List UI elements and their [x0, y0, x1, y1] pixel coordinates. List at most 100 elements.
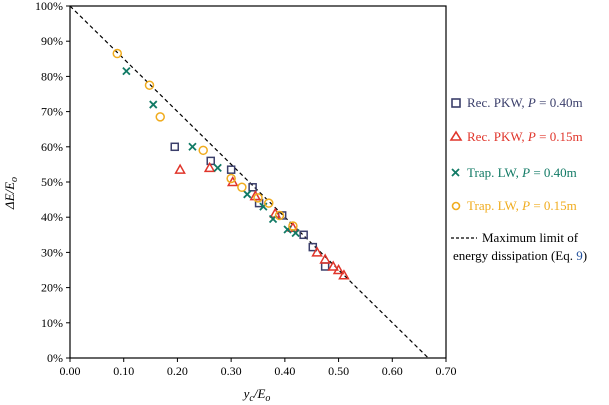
data-point-circle: [226, 173, 236, 184]
data-point-x-stroke: [243, 190, 252, 199]
data-point-x-stroke: [259, 202, 268, 211]
data-point-triangle: [327, 260, 339, 271]
y-tick-label: 0%: [47, 351, 63, 365]
max-limit-line: [69, 5, 429, 359]
data-point-x: [283, 225, 292, 234]
legend-label-post: = 0.15m: [536, 129, 583, 144]
plot-area: [69, 5, 429, 359]
legend-label-post: = 0.40m: [530, 165, 577, 180]
data-point-square: [320, 262, 330, 271]
legend-label: Rec. PKW, P = 0.40m: [467, 95, 583, 110]
data-point-circle: [144, 80, 155, 90]
legend-item-rec-pkw-040: Rec. PKW, P = 0.40m: [451, 95, 583, 110]
legend-label-line2-post: ): [583, 248, 587, 263]
x-tick-label: 0.00: [60, 364, 81, 378]
x-tick-label: 0.30: [221, 364, 242, 378]
legend-label-var: P: [527, 95, 536, 110]
x-tick-label: 0.20: [167, 364, 188, 378]
data-point-square: [170, 142, 179, 152]
data-point-circle: [237, 182, 247, 193]
x-tick-label: 0.60: [382, 364, 403, 378]
y-tick-label: 60%: [41, 140, 63, 154]
data-point-x: [243, 190, 252, 199]
legend-label-pre: Rec. PKW,: [467, 95, 528, 110]
legend-label-var: P: [527, 129, 536, 144]
data-point-x: [122, 66, 131, 76]
legend-label-var: P: [521, 198, 530, 213]
data-point-triangle: [338, 269, 350, 280]
data-point-x-stroke: [291, 228, 300, 238]
legend-marker-x: [451, 168, 460, 177]
axes: 0.00 0.10 0.20 0.30 0.40 0.50 0.60 0.70 0% 10% 20%…: [35, 0, 457, 378]
x-tick-label: 0.50: [328, 364, 349, 378]
data-point-circle: [112, 48, 123, 59]
y-tick-label: 70%: [41, 105, 63, 119]
data-point-x-stroke: [122, 66, 131, 76]
legend-label-pre: Rec. PKW,: [467, 129, 528, 144]
x-axis-title-sub2: o: [265, 393, 270, 404]
y-axis-title: ΔE/Eo: [2, 177, 20, 210]
data-point-triangle: [249, 190, 262, 201]
data-point-x: [213, 163, 222, 173]
y-axis-title-sub: o: [9, 177, 20, 182]
x-tick-label: 0.70: [436, 364, 457, 378]
y-tick-label: 90%: [41, 34, 63, 48]
data-point-square: [226, 165, 236, 174]
legend-label-line1: Maximum limit of: [482, 230, 579, 245]
data-point-x: [188, 142, 197, 151]
legend-label-pre: Trap. LW,: [467, 198, 522, 213]
data-point-square: [206, 156, 215, 166]
x-axis-title-sep: /E: [253, 386, 266, 401]
legend-label: Trap. LW, P = 0.15m: [467, 198, 577, 213]
x-axis-title: yc/Eo: [242, 386, 271, 404]
y-tick-label: 50%: [41, 175, 63, 189]
legend-marker-triangle: [449, 130, 463, 141]
equation-ref-link[interactable]: 9: [576, 248, 583, 263]
data-point-square: [248, 183, 257, 192]
data-point-triangle: [226, 175, 239, 187]
data-point-x-stroke: [149, 100, 158, 109]
data-point-x-stroke: [283, 225, 292, 234]
data-point-circle: [288, 221, 298, 231]
data-point-triangle: [311, 246, 323, 257]
legend-label-post: = 0.15m: [530, 198, 577, 213]
x-axis-title-sub1: c: [249, 393, 254, 404]
x-tick-label: 0.40: [274, 364, 295, 378]
data-point-square: [308, 242, 318, 252]
legend-marker-circle: [451, 201, 461, 211]
x-axis-title-main: y: [242, 386, 250, 401]
legend-item-trap-lw-015: Trap. LW, P = 0.15m: [451, 198, 577, 213]
data-point-circle: [155, 112, 165, 122]
data-point-circle: [253, 193, 263, 203]
y-tick-label: 10%: [41, 316, 63, 330]
y-axis-title-main: ΔE/E: [2, 182, 17, 210]
plot-frame: [69, 5, 447, 359]
y-tick-label: 40%: [41, 210, 63, 224]
data-point-triangle: [174, 163, 186, 174]
y-tick-label: 80%: [41, 69, 63, 83]
data-point-triangle: [332, 263, 345, 275]
data-point-x-stroke: [188, 142, 197, 151]
y-tick-label: 30%: [41, 245, 63, 259]
data-point-x-stroke: [213, 163, 222, 173]
legend-item-max-limit: Maximum limit of energy dissipation (Eq.…: [451, 230, 587, 263]
legend-label-var: P: [521, 165, 530, 180]
legend: Rec. PKW, P = 0.40m Rec. PKW, P = 0.15m …: [449, 95, 587, 263]
data-point-circle: [274, 210, 285, 221]
data-point-x: [149, 100, 158, 109]
legend-label: Trap. LW, P = 0.40m: [467, 165, 577, 180]
legend-label-pre: Trap. LW,: [467, 165, 522, 180]
x-tick-label: 0.10: [113, 364, 134, 378]
y-tick-label: 100%: [35, 0, 63, 13]
legend-item-rec-pkw-015: Rec. PKW, P = 0.15m: [449, 129, 583, 144]
legend-item-trap-lw-040: Trap. LW, P = 0.40m: [451, 165, 577, 180]
data-point-circle: [198, 145, 208, 156]
legend-marker-square: [451, 98, 461, 108]
data-point-triangle: [203, 161, 216, 173]
data-point-circle: [263, 198, 274, 208]
y-tick-label: 20%: [41, 281, 63, 295]
data-point-square: [299, 230, 308, 240]
data-point-x: [259, 202, 268, 211]
legend-label: Rec. PKW, P = 0.15m: [467, 129, 583, 144]
